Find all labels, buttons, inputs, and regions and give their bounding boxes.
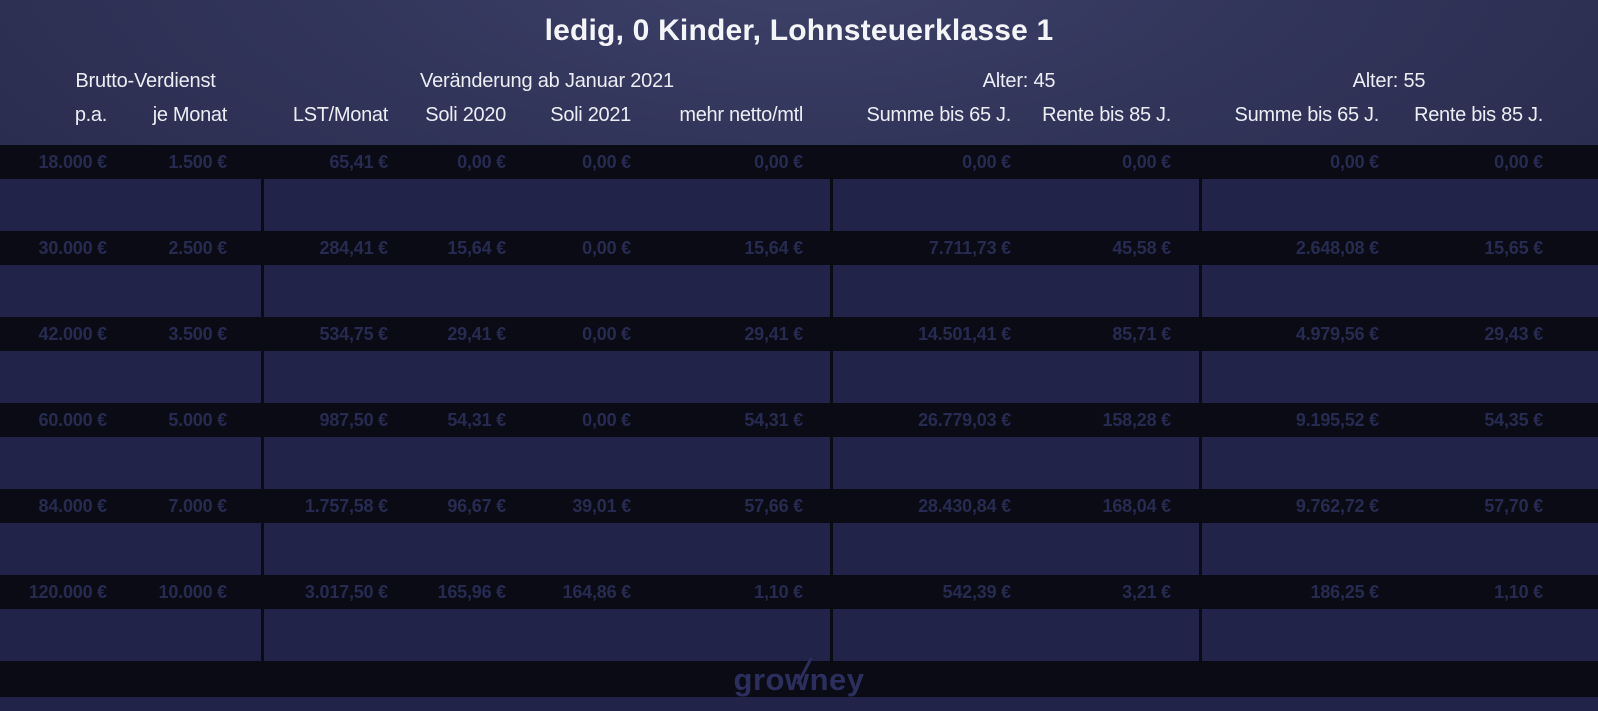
group-header: Veränderung ab Januar 2021 <box>420 69 674 92</box>
value-cell: 0,00 € <box>582 151 631 172</box>
group-header-row: Brutto-Verdienst Veränderung ab Januar 20… <box>0 64 1598 98</box>
column-header: je Monat <box>152 103 228 126</box>
value-cell: 158,28 € <box>1102 409 1172 430</box>
value-cell: 0,00 € <box>1330 151 1379 172</box>
table-row: 30.000 € 2.500 € 284,41 € 15,64 € 0,00 € 15,6… <box>0 231 1598 265</box>
value-cell: 0,00 € <box>962 151 1011 172</box>
value-cell: 65,41 € <box>329 151 388 172</box>
value-cell: 2.500 € <box>168 237 227 258</box>
value-cell: 28.430,84 € <box>918 495 1011 516</box>
title-row: ledig, 0 Kinder, Lohnsteuerklasse 1 <box>0 0 1598 48</box>
value-cell: 96,67 € <box>447 495 506 516</box>
separator-row <box>0 523 1598 575</box>
value-cell: 0,00 € <box>582 409 631 430</box>
table-row: 120.000 € 10.000 € 3.017,50 € 165,96 € 164,8… <box>0 575 1598 609</box>
value-cell: 2.648,08 € <box>1295 237 1379 258</box>
value-cell: 84.000 € <box>38 495 108 516</box>
column-divider <box>261 145 264 661</box>
value-cell: 7.000 € <box>168 495 227 516</box>
table-row: 18.000 € 1.500 € 65,41 € 0,00 € 0,00 € 0,00 €… <box>0 145 1598 179</box>
value-cell: 9.762,72 € <box>1295 495 1379 516</box>
page-title: ledig, 0 Kinder, Lohnsteuerklasse 1 <box>544 14 1054 47</box>
separator-row <box>0 609 1598 661</box>
value-cell: 29,41 € <box>744 323 803 344</box>
value-cell: 15,64 € <box>447 237 506 258</box>
column-header: Soli 2021 <box>550 103 631 126</box>
value-cell: 15,65 € <box>1484 237 1543 258</box>
value-cell: 987,50 € <box>319 409 389 430</box>
separator-row <box>0 437 1598 489</box>
column-header: p.a. <box>74 103 107 126</box>
value-cell: 1.500 € <box>168 151 227 172</box>
value-cell: 14.501,41 € <box>918 323 1011 344</box>
table-header: ledig, 0 Kinder, Lohnsteuerklasse 1 Brut… <box>0 0 1598 145</box>
column-divider <box>1199 145 1202 661</box>
value-cell: 186,25 € <box>1310 581 1380 602</box>
value-cell: 534,75 € <box>319 323 389 344</box>
value-cell: 54,31 € <box>447 409 506 430</box>
value-cell: 0,00 € <box>754 151 803 172</box>
table-row: 84.000 € 7.000 € 1.757,58 € 96,67 € 39,01 € 5… <box>0 489 1598 523</box>
group-header: Brutto-Verdienst <box>75 69 216 92</box>
value-cell: 1.757,58 € <box>304 495 388 516</box>
column-header: mehr netto/mtl <box>679 103 803 126</box>
value-cell: 18.000 € <box>38 151 108 172</box>
column-header: Summe bis 65 J. <box>1234 103 1380 126</box>
value-cell: 1,10 € <box>1494 581 1543 602</box>
value-cell: 5.000 € <box>168 409 227 430</box>
value-cell: 0,00 € <box>1122 151 1171 172</box>
value-cell: 284,41 € <box>319 237 389 258</box>
value-cell: 164,86 € <box>562 581 632 602</box>
value-cell: 57,66 € <box>744 495 803 516</box>
group-header: Alter: 45 <box>982 69 1056 92</box>
value-cell: 0,00 € <box>457 151 506 172</box>
value-cell: 57,70 € <box>1484 495 1543 516</box>
value-cell: 26.779,03 € <box>918 409 1011 430</box>
separator-row <box>0 351 1598 403</box>
value-cell: 54,31 € <box>744 409 803 430</box>
value-cell: 1,10 € <box>754 581 803 602</box>
table-row: 60.000 € 5.000 € 987,50 € 54,31 € 0,00 € 54,3… <box>0 403 1598 437</box>
value-cell: 0,00 € <box>582 323 631 344</box>
value-cell: 29,41 € <box>447 323 506 344</box>
value-cell: 15,64 € <box>744 237 803 258</box>
value-cell: 29,43 € <box>1484 323 1543 344</box>
value-cell: 3,21 € <box>1122 581 1171 602</box>
value-cell: 4.979,56 € <box>1295 323 1379 344</box>
value-cell: 3.500 € <box>168 323 227 344</box>
growney-logo: growney <box>734 656 865 695</box>
group-header: Alter: 55 <box>1352 69 1426 92</box>
value-cell: 7.711,73 € <box>928 237 1011 258</box>
separator-row <box>0 179 1598 231</box>
value-cell: 0,00 € <box>1494 151 1543 172</box>
value-cell: 3.017,50 € <box>304 581 388 602</box>
value-cell: 9.195,52 € <box>1295 409 1379 430</box>
value-cell: 60.000 € <box>38 409 108 430</box>
column-header-row: p.a. je Monat LST/Monat Soli 2020 Soli 2021 m… <box>0 98 1598 132</box>
column-header: Rente bis 85 J. <box>1042 103 1171 126</box>
value-cell: 542,39 € <box>942 581 1012 602</box>
value-cell: 45,58 € <box>1112 237 1171 258</box>
value-cell: 42.000 € <box>38 323 108 344</box>
column-header: Soli 2020 <box>425 103 506 126</box>
footer-band: growney <box>0 656 1598 697</box>
separator-row <box>0 265 1598 317</box>
value-cell: 165,96 € <box>437 581 507 602</box>
column-header: Summe bis 65 J. <box>866 103 1012 126</box>
value-cell: 85,71 € <box>1112 323 1171 344</box>
table-body: 18.000 € 1.500 € 65,41 € 0,00 € 0,00 € 0,00 €… <box>0 145 1598 661</box>
value-cell: 168,04 € <box>1102 495 1172 516</box>
value-cell: 30.000 € <box>38 237 108 258</box>
value-cell: 54,35 € <box>1484 409 1543 430</box>
value-cell: 39,01 € <box>572 495 631 516</box>
column-header: LST/Monat <box>292 103 388 126</box>
value-cell: 120.000 € <box>28 581 107 602</box>
value-cell: 10.000 € <box>158 581 228 602</box>
table-row: 42.000 € 3.500 € 534,75 € 29,41 € 0,00 € 29,4… <box>0 317 1598 351</box>
column-header: Rente bis 85 J. <box>1414 103 1543 126</box>
value-cell: 0,00 € <box>582 237 631 258</box>
column-divider <box>830 145 833 661</box>
bottom-strip <box>0 697 1598 711</box>
